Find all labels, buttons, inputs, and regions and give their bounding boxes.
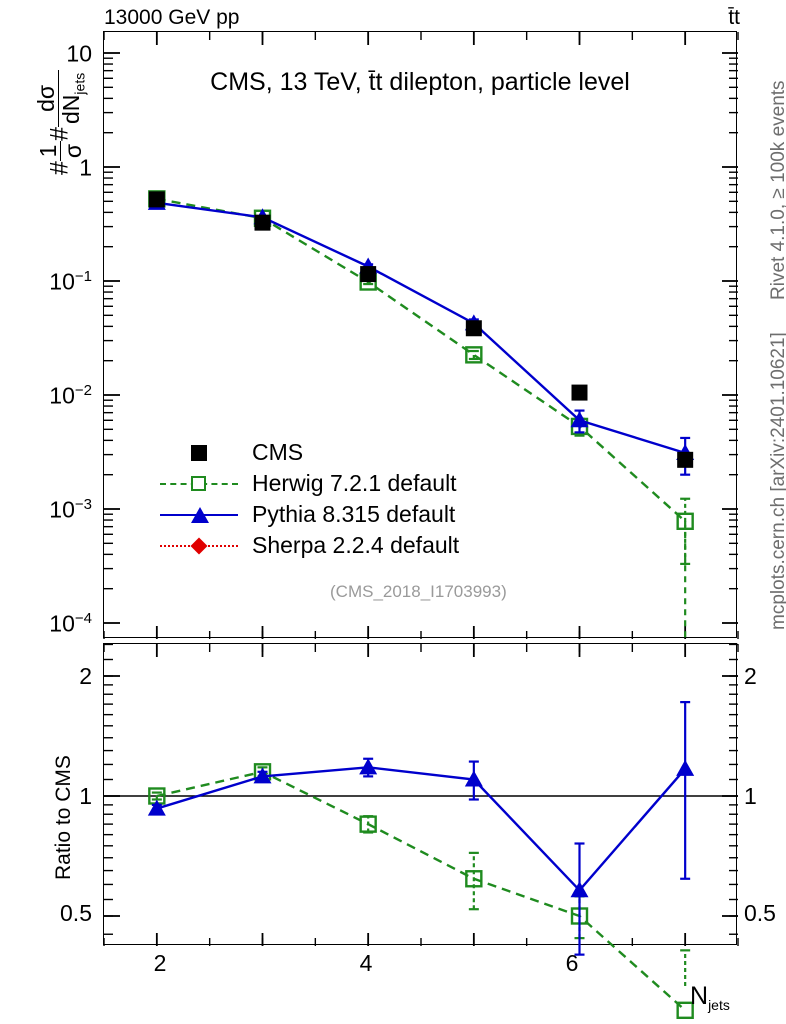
legend-label-pythia: Pythia 8.315 default [252, 501, 456, 527]
x-tick-label-6: 6 [565, 950, 579, 976]
process-label: t̄t [728, 6, 740, 29]
ratio-tick-label-1-left: 1 [79, 783, 92, 809]
legend: CMS Herwig 7.2.1 default Pythia 8.315 de… [160, 437, 459, 561]
y-tick-label-1e-4: 10−4 [49, 610, 92, 637]
y-tick-label-1: 1 [79, 154, 92, 181]
main-plot-frame [103, 31, 739, 639]
ratio-tick-label-05-right: 0.5 [744, 900, 776, 926]
legend-key-pythia [160, 504, 238, 526]
main-axis-ticks [103, 32, 739, 639]
y-tick-label-1e-1: 10−1 [49, 268, 92, 295]
ratio-tick-label-1-right: 1 [744, 783, 757, 809]
square-filled-icon [191, 444, 207, 461]
x-tick-label-4: 4 [359, 950, 373, 976]
mcplots-source-label: mcplots.cern.ch [arXiv:2401.10621] [768, 332, 786, 630]
legend-item-cms[interactable]: CMS [160, 437, 459, 468]
dsigma-over-dnjets: dσ dNjets [33, 69, 88, 127]
legend-key-sherpa [160, 535, 238, 557]
main-plot-canvas [103, 32, 739, 639]
beam-energy-label: 13000 GeV pp [104, 6, 240, 29]
ratio-tick-label-05-left: 0.5 [60, 900, 92, 926]
ratio-plot-frame [103, 643, 739, 1020]
main-data-series [147, 190, 695, 639]
plot-title: CMS, 13 TeV, t̄t dilepton, particle leve… [210, 68, 630, 96]
legend-label-herwig: Herwig 7.2.1 default [252, 470, 457, 496]
legend-label-sherpa: Sherpa 2.2.4 default [252, 532, 460, 558]
x-tick-label-2: 2 [153, 950, 167, 976]
y-tick-label-10: 10 [66, 40, 92, 67]
legend-label-cms: CMS [252, 439, 304, 465]
y-tick-label-1e-3: 10−3 [49, 496, 92, 523]
ratio-data-series [147, 701, 695, 1020]
ratio-tick-label-2-right: 2 [744, 663, 757, 689]
rivet-version-label: Rivet 4.1.0, ≥ 100k events [768, 80, 786, 300]
x-axis-title: Njets [690, 982, 730, 1013]
legend-item-sherpa[interactable]: Sherpa 2.2.4 default [160, 530, 459, 561]
ratio-y-axis-title: Ratio to CMS [52, 755, 75, 880]
legend-key-cms [160, 442, 238, 464]
triangle-filled-icon [191, 506, 209, 523]
legend-key-herwig [160, 473, 238, 495]
diamond-filled-icon [190, 537, 208, 554]
ratio-tick-label-2-left: 2 [79, 663, 92, 689]
legend-item-pythia[interactable]: Pythia 8.315 default [160, 499, 459, 530]
y-tick-label-1e-2: 10−2 [49, 382, 92, 409]
square-open-icon [191, 475, 206, 491]
analysis-id-watermark: (CMS_2018_I1703993) [330, 582, 507, 601]
hash-glyph-2: # [45, 126, 74, 141]
legend-item-herwig[interactable]: Herwig 7.2.1 default [160, 468, 459, 499]
ratio-plot-canvas [103, 643, 739, 1020]
